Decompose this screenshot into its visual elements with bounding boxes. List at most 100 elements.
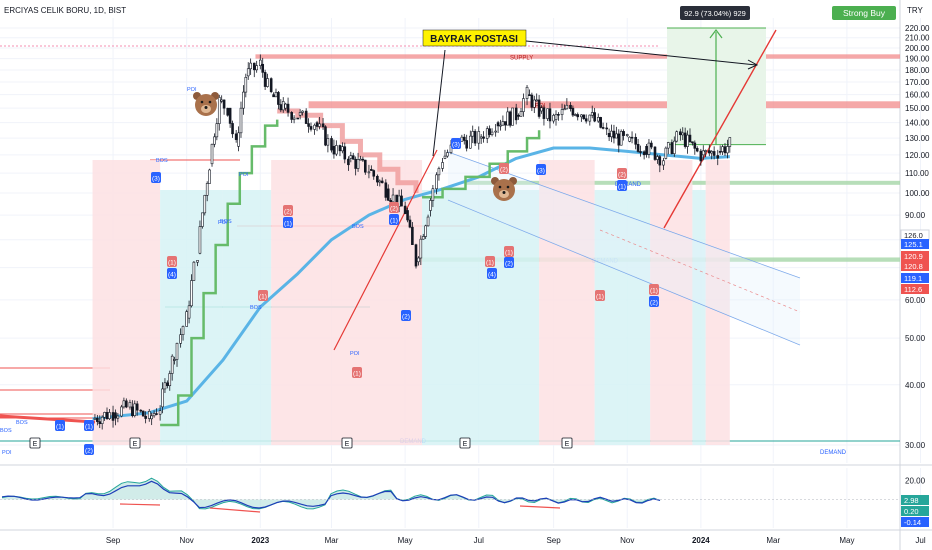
- candle-body: [557, 113, 560, 116]
- candle-body: [582, 114, 586, 119]
- candle-body: [482, 136, 485, 139]
- bear-icon: [502, 191, 506, 194]
- candle-body: [96, 417, 99, 422]
- candle-body: [708, 150, 711, 154]
- candle-body: [198, 226, 202, 254]
- structure-badge-text: (2): [284, 209, 292, 216]
- candle-body: [479, 136, 483, 139]
- trend-band: [160, 190, 223, 445]
- candle-body: [593, 112, 596, 122]
- structure-badge: [55, 420, 65, 431]
- candle-body: [255, 65, 258, 71]
- candle-body: [332, 146, 336, 155]
- candle-body: [532, 99, 536, 108]
- structure-badge-text: (3): [452, 142, 460, 149]
- y-tick-label: 110.00: [905, 169, 929, 178]
- candle-body: [672, 140, 676, 154]
- candle-body: [111, 412, 115, 421]
- bear-icon: [498, 185, 502, 189]
- candle-body: [693, 142, 697, 149]
- zone-label: DEMAND: [820, 450, 847, 456]
- channel-mid: [599, 229, 801, 313]
- candle-body: [408, 219, 412, 228]
- candle-body: [133, 403, 137, 416]
- strong-buy-badge[interactable]: [832, 6, 896, 20]
- candle-body: [569, 104, 572, 109]
- candle-body: [590, 112, 594, 116]
- x-tick-label: Jul: [474, 536, 484, 545]
- bos-label: BOS: [0, 428, 12, 434]
- candle-body: [429, 200, 432, 211]
- symbol-title: ERCIYAS CELIK BORU, 1D, BIST: [4, 6, 126, 15]
- candle-body: [103, 412, 106, 418]
- structure-badge: [595, 290, 605, 301]
- candle-body: [286, 103, 290, 113]
- candle-body: [298, 112, 302, 116]
- currency-label: TRY: [907, 6, 924, 15]
- candle-body: [181, 326, 185, 335]
- candle-body: [530, 94, 534, 108]
- x-tick-label: Sep: [106, 536, 121, 545]
- x-tick-label: May: [398, 536, 413, 545]
- price-label: 119.1: [904, 274, 922, 283]
- poi-label: POI: [187, 87, 197, 93]
- candles: [93, 54, 732, 430]
- candle-body: [141, 410, 145, 417]
- callout-line: [525, 40, 757, 66]
- x-tick-label: 2024: [692, 536, 710, 545]
- candle-body: [386, 188, 390, 201]
- candle-body: [372, 170, 376, 177]
- candle-body: [217, 97, 221, 124]
- candle-body: [380, 180, 384, 184]
- candle-body: [384, 182, 388, 198]
- candle-body: [400, 195, 403, 207]
- structure-badge-text: (1): [618, 184, 626, 191]
- candle-body: [201, 212, 204, 227]
- candle-body: [435, 174, 438, 190]
- candle-body: [615, 133, 618, 139]
- candle-body: [406, 210, 409, 221]
- candle-body: [431, 188, 435, 201]
- structure-badge-text: (1): [390, 218, 398, 225]
- y-tick-label: 90.00: [905, 211, 926, 220]
- candle-body: [249, 62, 252, 70]
- candle-body: [403, 205, 407, 214]
- candle-body: [460, 136, 464, 142]
- osc-value-bg: [901, 495, 929, 505]
- structure-badge: [536, 164, 546, 175]
- candle-body: [354, 158, 357, 169]
- candle-body: [704, 150, 707, 152]
- overlays[interactable]: ERCIYAS CELIK BORU, 1D, BIST TRY Strong Bu…: [4, 6, 924, 47]
- candle-body: [656, 156, 659, 160]
- candle-body: [284, 103, 287, 109]
- y-tick-label: 200.00: [905, 44, 930, 53]
- candle-body: [338, 145, 342, 152]
- event-marker-text: E: [463, 441, 468, 448]
- structure-badge: [167, 268, 177, 279]
- strong-buy-text: Strong Buy: [843, 8, 886, 18]
- indicator-lines: [0, 29, 801, 427]
- poi-label: POI: [218, 220, 228, 226]
- candle-body: [179, 334, 182, 344]
- candle-body: [128, 402, 132, 408]
- candle-body: [546, 108, 549, 119]
- candle-body: [642, 151, 646, 156]
- candle-body: [424, 225, 427, 237]
- candle-body: [650, 142, 653, 148]
- candle-body: [335, 145, 338, 155]
- channel-line: [447, 199, 801, 346]
- candle-body: [341, 146, 344, 152]
- bos-label: BOS: [352, 224, 364, 230]
- y-tick-label: 120.00: [905, 151, 930, 160]
- structure-badge-text: (2): [505, 261, 513, 268]
- candle-body: [168, 373, 172, 387]
- candle-body: [699, 150, 703, 162]
- candle-body: [313, 124, 316, 130]
- event-marker-text: E: [133, 441, 138, 448]
- trend-band: [705, 160, 730, 445]
- y-tick-label: 100.00: [905, 189, 930, 198]
- candle-body: [517, 114, 520, 117]
- structure-badge-text: (1): [259, 294, 267, 301]
